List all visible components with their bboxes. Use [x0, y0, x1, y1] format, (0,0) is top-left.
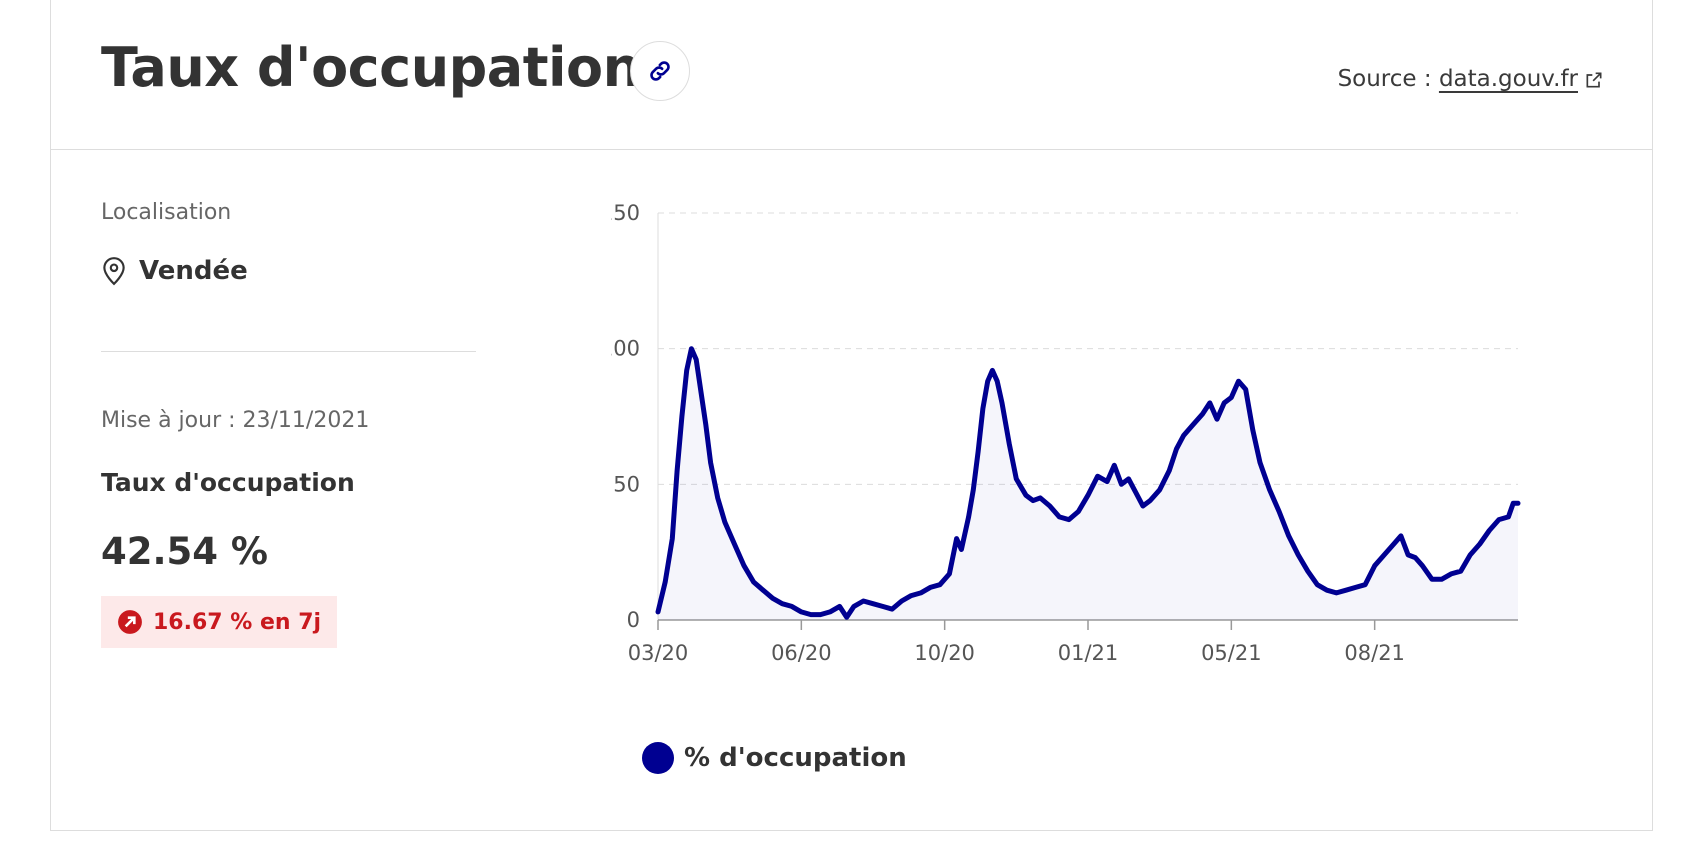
y-tick-label: 100: [611, 337, 640, 361]
y-tick-label: 150: [611, 201, 640, 225]
y-tick-label: 50: [613, 472, 640, 496]
location: Vendée: [101, 256, 248, 286]
series-area: [658, 348, 1518, 620]
source-link-text: data.gouv.fr: [1438, 66, 1578, 92]
copy-link-button[interactable]: [630, 41, 690, 101]
x-tick-label: 01/21: [1058, 641, 1119, 665]
x-tick-label: 03/20: [628, 641, 689, 665]
occupancy-card: Taux d'occupation Source : data.gouv.fr …: [50, 0, 1653, 831]
x-tick-label: 08/21: [1344, 641, 1405, 665]
location-value: Vendée: [139, 256, 248, 286]
metric-value: 42.54 %: [101, 530, 268, 573]
x-tick-label: 10/20: [914, 641, 975, 665]
occupancy-chart: 0 50 100 150 03/20 06/20 10/20 01/21 05/21 08/21: [611, 201, 1521, 665]
source-attribution: Source : data.gouv.fr: [1338, 66, 1604, 92]
map-pin-icon: [103, 257, 125, 286]
metric-label: Taux d'occupation: [101, 468, 355, 497]
page-title: Taux d'occupation: [101, 36, 641, 99]
sidebar-divider: [101, 351, 476, 352]
card-header: Taux d'occupation Source : data.gouv.fr: [51, 0, 1652, 150]
y-tick-label: 0: [627, 608, 640, 632]
update-date: Mise à jour : 23/11/2021: [101, 408, 370, 433]
x-tick-label: 06/20: [771, 641, 832, 665]
legend-swatch: [642, 742, 674, 774]
external-link-icon: [1586, 72, 1602, 87]
trend-text: 16.67 % en 7j: [153, 609, 322, 635]
source-prefix: Source :: [1337, 66, 1432, 92]
location-label: Localisation: [101, 200, 232, 225]
legend-label: % d'occupation: [684, 743, 907, 773]
x-tick-label: 05/21: [1201, 641, 1262, 665]
series-line: [655, 346, 1521, 620]
trend-badge: 16.67 % en 7j: [101, 596, 338, 648]
arrow-up-right-icon: [118, 610, 142, 634]
chart-legend: % d'occupation: [642, 742, 907, 774]
source-link[interactable]: data.gouv.fr: [1439, 66, 1604, 92]
link-icon: [650, 61, 670, 81]
